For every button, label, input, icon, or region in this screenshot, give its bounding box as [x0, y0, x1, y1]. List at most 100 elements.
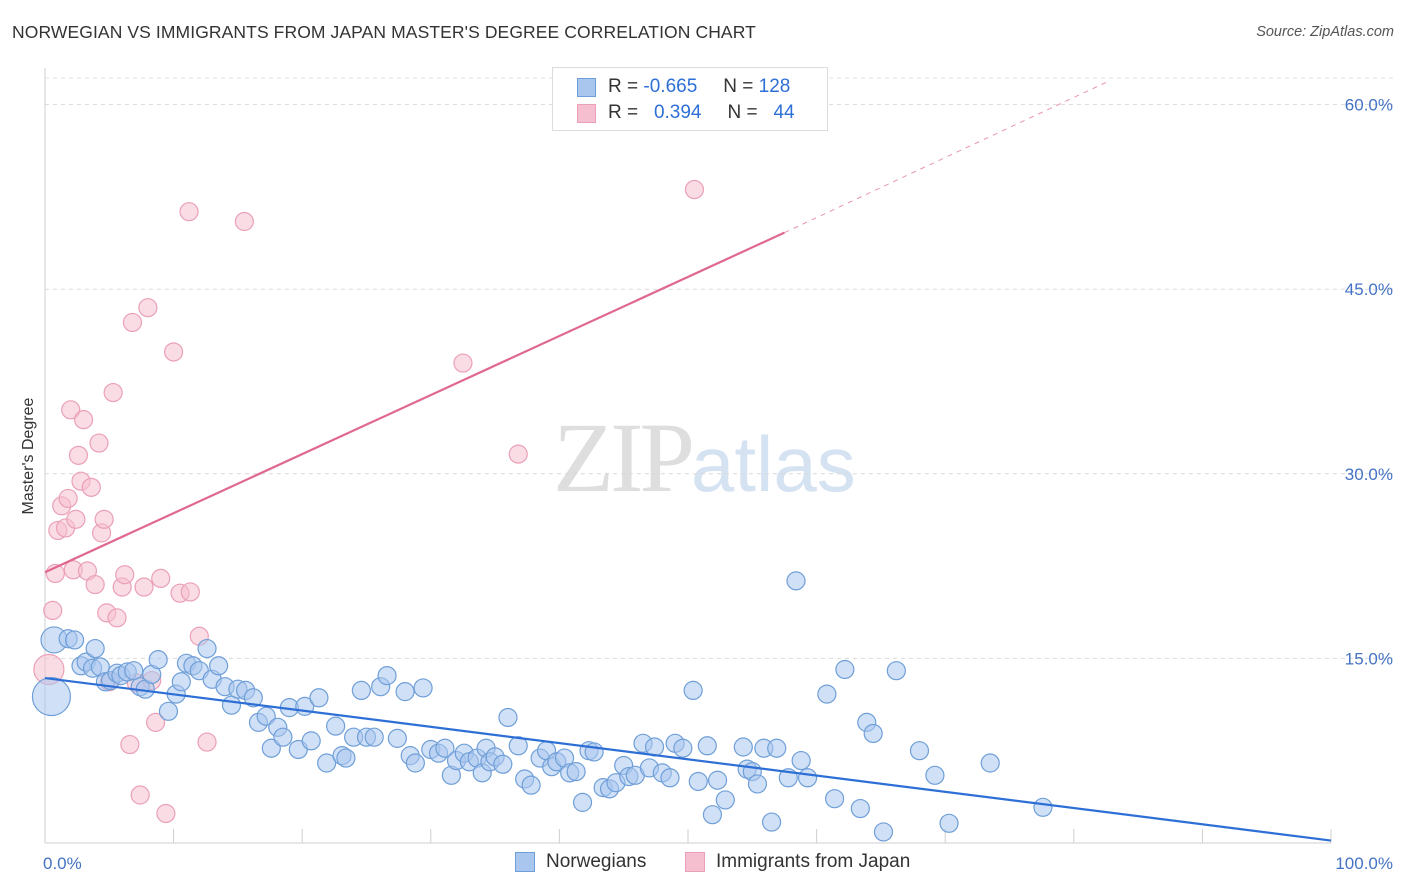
- legend-item-japan[interactable]: Immigrants from Japan: [685, 851, 910, 873]
- japan-point: [103, 382, 123, 403]
- x-tick-label-max: 100.0%: [1335, 854, 1393, 873]
- norwegian-point: [673, 738, 693, 758]
- legend-r-label: R =: [608, 102, 639, 123]
- y-tick-label: 45.0%: [1345, 280, 1393, 299]
- norwegian-point: [817, 684, 837, 704]
- norwegian-point: [243, 688, 263, 708]
- norwegian-point: [413, 678, 433, 698]
- norwegian-point: [493, 754, 513, 774]
- norwegian-point: [197, 638, 217, 659]
- legend-swatch-japan: [685, 852, 705, 872]
- source-label: Source: ZipAtlas.com: [1256, 24, 1394, 40]
- japan-point: [684, 179, 705, 200]
- norwegian-point: [767, 738, 787, 758]
- norwegian-point: [435, 738, 455, 758]
- norwegian-point: [925, 765, 945, 785]
- chart-title: NORWEGIAN VS IMMIGRANTS FROM JAPAN MASTE…: [12, 22, 756, 42]
- norwegian-point: [364, 727, 384, 747]
- norwegian-point: [835, 659, 855, 680]
- legend-row-japan: R = 0.394 N = 44: [577, 100, 795, 126]
- x-ticks: [44, 829, 1332, 843]
- norwegian-point: [791, 750, 811, 771]
- japan-point: [89, 433, 109, 453]
- japan-point: [81, 477, 101, 497]
- legend-label-japan: Immigrants from Japan: [716, 851, 911, 872]
- norwegian-point: [209, 656, 229, 676]
- norwegian-point: [85, 638, 105, 659]
- legend-r-value: -0.665: [643, 76, 698, 97]
- norwegian-point: [336, 748, 356, 768]
- series-legend: Norwegians Immigrants from Japan: [0, 851, 1406, 877]
- japan-point: [234, 211, 254, 232]
- legend-r-label: R =: [608, 76, 639, 97]
- norwegian-point: [351, 680, 371, 701]
- norwegian-point: [733, 737, 753, 757]
- norwegian-point: [886, 661, 906, 681]
- grid: [45, 77, 1393, 659]
- japan-point: [66, 509, 86, 529]
- japan-point: [138, 298, 158, 318]
- legend-n-label: N =: [723, 76, 754, 97]
- norwegian-point: [825, 789, 845, 809]
- japan-point: [453, 353, 473, 373]
- norwegian-point: [124, 661, 144, 681]
- norwegian-point: [1033, 797, 1053, 817]
- japan-point: [122, 312, 143, 333]
- norwegian-point: [697, 736, 717, 756]
- norwegian-point: [797, 768, 818, 788]
- norwegian-point: [256, 706, 276, 726]
- trend-line-japan: [44, 231, 785, 574]
- norwegian-point: [850, 798, 870, 819]
- series-norwegians: [31, 571, 1053, 842]
- japan-point: [197, 732, 217, 752]
- japan-point: [120, 734, 140, 755]
- norwegian-point: [702, 805, 723, 825]
- legend-label-norwegians: Norwegians: [546, 851, 647, 872]
- norwegian-point: [909, 741, 930, 761]
- norwegian-point: [521, 775, 541, 795]
- norwegian-point: [660, 768, 680, 788]
- trend-lines: [44, 82, 1332, 842]
- japan-point: [156, 803, 176, 824]
- japan-point: [179, 202, 199, 222]
- japan-point: [43, 600, 63, 621]
- norwegian-point: [309, 688, 329, 708]
- stats-legend: R = -0.665 N = 128 R = 0.394 N = 44: [552, 67, 828, 131]
- y-axis-label: Master's Degree: [20, 397, 37, 514]
- norwegian-point: [786, 571, 806, 591]
- norwegian-point: [64, 630, 85, 650]
- series-immigrants-from-japan: [33, 179, 705, 824]
- legend-item-norwegians[interactable]: Norwegians: [515, 851, 646, 873]
- japan-point: [85, 574, 105, 595]
- norwegian-point: [688, 771, 708, 792]
- norwegian-point: [747, 774, 768, 794]
- norwegian-point: [572, 792, 593, 812]
- japan-point: [151, 568, 171, 589]
- norwegian-point: [395, 682, 415, 702]
- norwegian-point: [707, 770, 728, 790]
- norwegian-point: [405, 753, 425, 773]
- norwegian-point: [761, 812, 782, 832]
- norwegian-point: [171, 672, 191, 692]
- norwegian-point: [301, 731, 321, 751]
- norwegian-point: [939, 813, 959, 833]
- norwegian-point: [273, 727, 293, 747]
- japan-point: [130, 785, 150, 805]
- legend-swatch-norwegians: [515, 852, 535, 872]
- norwegian-point: [377, 666, 397, 686]
- y-tick-label: 60.0%: [1345, 96, 1393, 115]
- norwegian-point: [715, 790, 735, 810]
- x-tick-label-min: 0.0%: [43, 854, 82, 873]
- legend-n-label: N =: [727, 102, 758, 123]
- japan-point: [68, 445, 89, 465]
- norwegian-point: [980, 753, 1000, 773]
- japan-point: [94, 509, 114, 529]
- legend-n-value: 128: [758, 76, 791, 97]
- y-tick-label: 30.0%: [1345, 465, 1393, 484]
- norwegian-point: [566, 762, 586, 782]
- norwegian-point: [498, 707, 518, 728]
- norwegian-point: [261, 738, 281, 758]
- japan-point: [58, 488, 78, 509]
- legend-row-norwegians: R = -0.665 N = 128: [577, 74, 790, 100]
